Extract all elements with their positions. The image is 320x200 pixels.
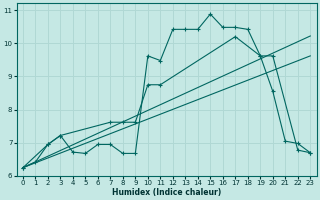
X-axis label: Humidex (Indice chaleur): Humidex (Indice chaleur) [112,188,221,197]
